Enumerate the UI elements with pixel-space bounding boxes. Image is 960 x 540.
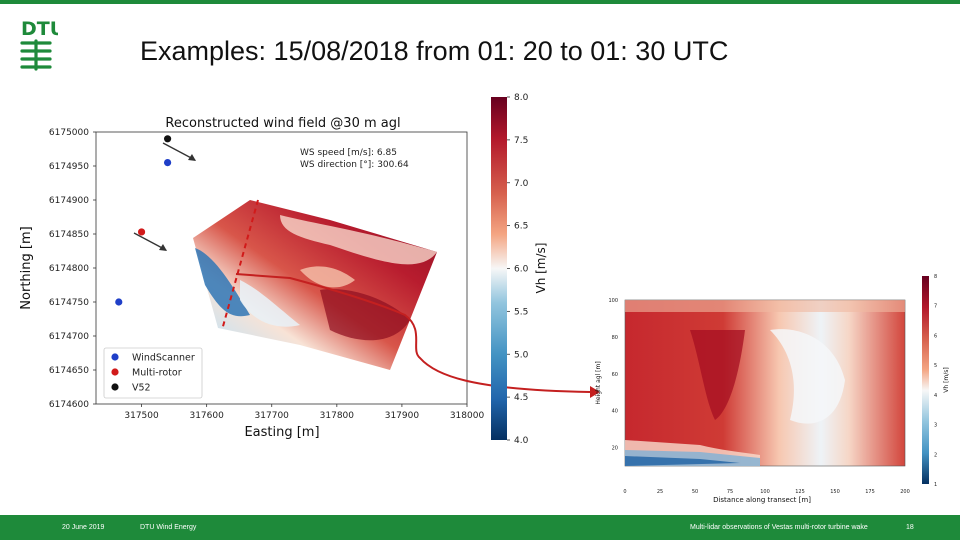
- legend-swatch: [111, 353, 119, 361]
- connector-arrowhead: [590, 386, 600, 398]
- transect-xtick-label: 150: [830, 489, 840, 495]
- transect-xtick-label: 50: [692, 489, 698, 495]
- footer-org: DTU Wind Energy: [140, 524, 197, 531]
- marker-windscanner: [163, 159, 172, 167]
- colorbar-tick-label: 7.5: [514, 136, 528, 146]
- colorbar-tick-label: 4.5: [514, 393, 528, 403]
- footer-date: 20 June 2019: [62, 524, 105, 531]
- map-ylabel: Northing [m]: [19, 226, 34, 309]
- legend-label: WindScanner: [132, 353, 195, 364]
- marker-multi-rotor: [137, 228, 146, 236]
- legend-label: Multi-rotor: [132, 368, 182, 379]
- map-colorbar-label: Vh [m/s]: [534, 243, 548, 294]
- colorbar-tick-label: 4.0: [514, 436, 529, 446]
- wind-field-chart: Reconstructed wind field @30 m agl WS sp…: [19, 93, 600, 446]
- legend-label: V52: [132, 383, 151, 394]
- wind-arrowhead-v52: [188, 154, 196, 161]
- map-ytick-label: 6174950: [49, 162, 89, 172]
- transect-ytick-label: 40: [612, 409, 618, 415]
- map-colorbar: [491, 97, 507, 440]
- map-xtick-label: 318000: [450, 411, 485, 421]
- dtu-logo: DTU: [20, 18, 58, 71]
- transect-ytick-label: 60: [612, 372, 618, 378]
- colorbar-tick-label: 6.5: [514, 222, 528, 232]
- map-xtick-label: 317900: [385, 411, 420, 421]
- marker-windscanner: [115, 298, 123, 306]
- map-ytick-label: 6174850: [49, 230, 89, 240]
- transect-colorbar-tick-label: 4: [934, 393, 937, 399]
- footer-bar: 20 June 2019 DTU Wind Energy Multi-lidar…: [0, 515, 960, 540]
- ws-speed-annotation: WS speed [m/s]: 6.85: [300, 148, 397, 158]
- wind-arrow-multirotor: [133, 232, 167, 251]
- map-ytick-label: 6174900: [49, 196, 89, 206]
- transect-ytick-label: 80: [612, 335, 618, 341]
- ws-direction-annotation: WS direction [°]: 300.64: [300, 160, 409, 170]
- transect-xtick-label: 25: [657, 489, 663, 495]
- transect-colorbar-tick-label: 3: [934, 423, 937, 429]
- slide-title: Examples: 15/08/2018 from 01: 20 to 01: …: [140, 36, 729, 66]
- colorbar-tick-label: 5.0: [514, 350, 529, 360]
- map-ytick-label: 6174800: [49, 264, 89, 274]
- transect-colorbar-tick-label: 6: [934, 333, 937, 339]
- dtu-logo-text: DTU: [21, 18, 58, 40]
- transect-xtick-label: 200: [900, 489, 910, 495]
- map-xtick-label: 317500: [124, 411, 159, 421]
- transect-ytick-label: 20: [612, 446, 618, 452]
- map-xlabel: Easting [m]: [244, 425, 319, 440]
- legend-swatch: [111, 368, 119, 376]
- transect-colorbar-tick-label: 2: [934, 452, 937, 458]
- transect-xtick-label: 0: [623, 489, 626, 495]
- map-xtick-label: 317800: [320, 411, 355, 421]
- transect-colorbar-tick-label: 1: [934, 482, 937, 488]
- transect-colorbar: [922, 276, 929, 484]
- wind-arrowhead-multirotor: [159, 244, 167, 251]
- map-title: Reconstructed wind field @30 m agl: [165, 116, 400, 131]
- map-xtick-label: 317600: [189, 411, 224, 421]
- transect-colorbar-tick-label: 5: [934, 363, 937, 369]
- map-legend: WindScanner Multi-rotor V52: [103, 347, 203, 399]
- map-ytick-label: 6174600: [49, 400, 89, 410]
- wind-arrow-v52: [162, 142, 196, 161]
- map-ytick-label: 6174650: [49, 366, 89, 376]
- legend-swatch: [111, 383, 119, 391]
- footer-page-number: 18: [906, 524, 914, 531]
- transect-xtick-label: 75: [727, 489, 733, 495]
- transect-plot-area: [624, 299, 906, 467]
- map-ytick-label: 6174750: [49, 298, 89, 308]
- transect-colorbar-tick-label: 7: [934, 304, 937, 310]
- transect-xtick-label: 100: [760, 489, 770, 495]
- map-xtick-label: 317700: [255, 411, 290, 421]
- transect-field-detail: [625, 300, 905, 466]
- transect-ytick-label: 100: [608, 298, 618, 304]
- map-ytick-label: 6175000: [49, 128, 89, 138]
- transect-colorbar-tick-label: 8: [934, 274, 937, 280]
- transect-ylabel: Height agl [m]: [595, 361, 602, 404]
- marker-v52: [163, 135, 172, 143]
- transect-connector: [235, 273, 591, 393]
- colorbar-tick-label: 6.0: [514, 265, 529, 275]
- transect-xtick-label: 175: [865, 489, 875, 495]
- colorbar-tick-label: 8.0: [514, 93, 529, 103]
- colorbar-tick-label: 7.0: [514, 179, 529, 189]
- transect-xlabel: Distance along transect [m]: [713, 496, 811, 504]
- transect-colorbar-label: Vh [m/s]: [943, 367, 950, 393]
- scan-line: [221, 199, 259, 331]
- top-accent-bar: [0, 0, 960, 4]
- footer-subtitle: Multi-lidar observations of Vestas multi…: [690, 524, 868, 531]
- transect-xtick-label: 125: [795, 489, 805, 495]
- map-ytick-label: 6174700: [49, 332, 89, 342]
- colorbar-tick-label: 5.5: [514, 307, 528, 317]
